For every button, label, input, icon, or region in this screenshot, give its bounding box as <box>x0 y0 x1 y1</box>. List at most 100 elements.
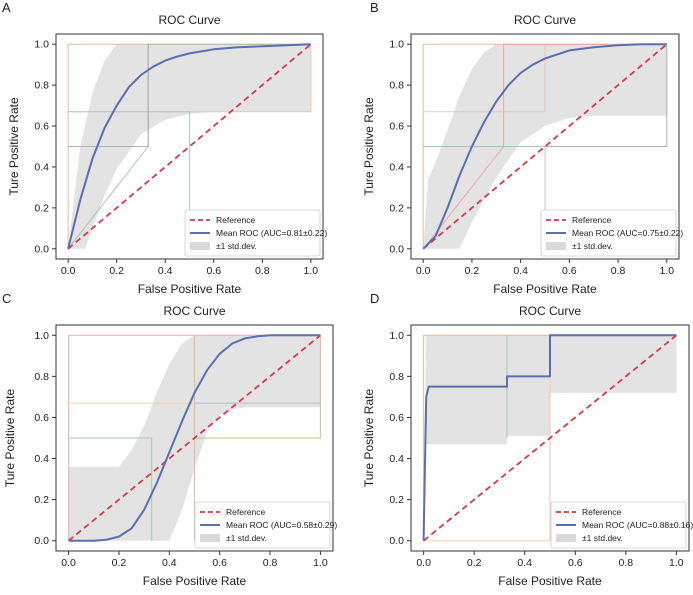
fold-curve-5 <box>545 44 668 147</box>
y-tick-label: 0.8 <box>34 371 49 383</box>
y-tick-label: 1.0 <box>389 330 404 342</box>
x-tick-label: 0.4 <box>162 557 177 569</box>
x-axis-label: False Positive Rate <box>143 574 247 588</box>
plot-frame <box>410 324 690 552</box>
legend-reference-label: Reference <box>572 215 611 225</box>
y-tick-label: 0.0 <box>34 535 49 547</box>
std-band <box>68 44 311 249</box>
chart-title: ROC Curve <box>514 13 576 27</box>
legend: Reference Mean ROC (AUC=0.58±0.29) ±1 std.… <box>194 501 337 549</box>
fold-curve-5 <box>68 44 149 147</box>
plot-frame <box>410 33 680 260</box>
mean-roc-line <box>67 43 311 250</box>
fold-curve-4 <box>68 111 190 249</box>
legend-band-swatch <box>546 242 566 250</box>
x-tick-label: 0.6 <box>568 557 583 569</box>
y-tick-label: 0.4 <box>34 453 49 465</box>
x-axis-label: False Positive Rate <box>498 574 602 588</box>
y-tick-label: 0.4 <box>34 161 49 173</box>
reference-line <box>422 43 668 250</box>
y-tick-label: 0.8 <box>34 80 49 92</box>
plot-frame <box>55 324 334 552</box>
y-tick-label: 0.6 <box>389 121 404 133</box>
legend-reference-label: Reference <box>226 507 265 517</box>
legend-band-swatch <box>556 534 576 542</box>
x-tick-label: 0.2 <box>112 557 127 569</box>
x-tick-label: 0.6 <box>206 265 221 277</box>
chart-title: ROC Curve <box>158 13 220 27</box>
reference-line <box>68 334 321 542</box>
y-tick-label: 0.2 <box>34 494 49 506</box>
y-tick-label: 0.8 <box>389 371 404 383</box>
x-tick-label: 1.0 <box>304 265 319 277</box>
fold-curve-2 <box>422 43 667 250</box>
y-tick-label: 0.6 <box>389 412 404 424</box>
y-tick-label: 1.0 <box>34 330 49 342</box>
mean-roc-line <box>422 43 667 250</box>
plot-area <box>68 334 321 542</box>
fold-curve-5 <box>194 335 321 439</box>
reference-line <box>423 334 677 542</box>
x-tick-label: 0.6 <box>562 265 577 277</box>
plot-area <box>67 43 312 250</box>
y-tick-label: 0.0 <box>389 535 404 547</box>
legend-mean-label: Mean ROC (AUC=0.88±0.16) <box>582 520 693 530</box>
roc-panel-c: C ROC Curve 0.0 0.2 0.4 0.6 0.8 1.0 0.0 0.2 0.4 0.6… <box>2 291 337 588</box>
x-tick-label: 0.8 <box>619 557 634 569</box>
y-tick-label: 1.0 <box>34 39 49 51</box>
x-tick-label: 0.8 <box>255 265 270 277</box>
x-tick-label: 0.4 <box>513 265 528 277</box>
std-band <box>423 44 667 249</box>
y-tick-label: 0.0 <box>389 243 404 255</box>
y-tick-label: 0.2 <box>389 494 404 506</box>
y-tick-label: 0.4 <box>389 453 404 465</box>
fold-curve-3 <box>423 44 546 113</box>
legend-band-label: ±1 std.dev. <box>226 533 267 543</box>
chart-title: ROC Curve <box>519 304 581 318</box>
y-tick-label: 0.6 <box>34 121 49 133</box>
x-axis-label: False Positive Rate <box>493 282 597 296</box>
legend-box <box>194 501 331 549</box>
x-tick-label: 0.0 <box>416 265 431 277</box>
x-tick-label: 1.0 <box>660 265 675 277</box>
y-axis-label: Ture Positive Rate <box>362 97 376 196</box>
reference-line <box>67 43 312 250</box>
x-tick-label: 0.8 <box>263 557 278 569</box>
legend-mean-label: Mean ROC (AUC=0.75±0.22) <box>572 228 683 238</box>
x-tick-label: 1.0 <box>669 557 684 569</box>
y-tick-label: 0.8 <box>389 80 404 92</box>
x-tick-label: 0.0 <box>61 557 76 569</box>
legend-box <box>184 209 321 257</box>
roc-panel-a: A ROC Curve 0.0 0.2 0.4 0.6 0.8 1.0 0.0 0.2 0.4 0.6… <box>2 0 327 296</box>
plot-area <box>422 334 677 542</box>
x-tick-label: 0.2 <box>465 265 480 277</box>
legend-box <box>550 501 687 549</box>
panel-letter: B <box>370 0 379 15</box>
legend-band-swatch <box>200 534 220 542</box>
chart-title: ROC Curve <box>163 304 225 318</box>
fold-curve-4 <box>68 437 153 541</box>
plot-frame <box>55 33 324 260</box>
y-axis-label: Ture Positive Rate <box>3 389 17 488</box>
x-tick-label: 0.0 <box>416 557 431 569</box>
y-tick-label: 0.4 <box>389 161 404 173</box>
legend-mean-label: Mean ROC (AUC=0.58±0.29) <box>226 520 337 530</box>
legend-reference-label: Reference <box>216 215 255 225</box>
roc-panel-b: B ROC Curve 0.0 0.2 0.4 0.6 0.8 1.0 0.0 0.2 0.4 0.6… <box>362 0 683 296</box>
legend: Reference Mean ROC (AUC=0.88±0.16) ±1 std.… <box>550 501 693 549</box>
x-tick-label: 0.6 <box>212 557 227 569</box>
roc-panel-d: D ROC Curve 0.0 0.2 0.4 0.6 0.8 1.0 0.0 0.2 0.4 0.6… <box>362 291 693 588</box>
x-axis-label: False Positive Rate <box>138 282 242 296</box>
legend-band-swatch <box>190 242 210 250</box>
mean-roc-line <box>68 334 321 542</box>
x-tick-label: 0.2 <box>467 557 482 569</box>
y-axis-label: Ture Positive Rate <box>362 389 376 488</box>
x-tick-label: 0.0 <box>61 265 76 277</box>
fold-curve-1 <box>68 334 321 541</box>
legend-band-label: ±1 std.dev. <box>572 241 613 251</box>
panel-letter: C <box>2 291 11 306</box>
legend-mean-label: Mean ROC (AUC=0.81±0.22) <box>216 228 327 238</box>
y-tick-label: 0.6 <box>34 412 49 424</box>
legend-band-label: ±1 std.dev. <box>216 241 257 251</box>
